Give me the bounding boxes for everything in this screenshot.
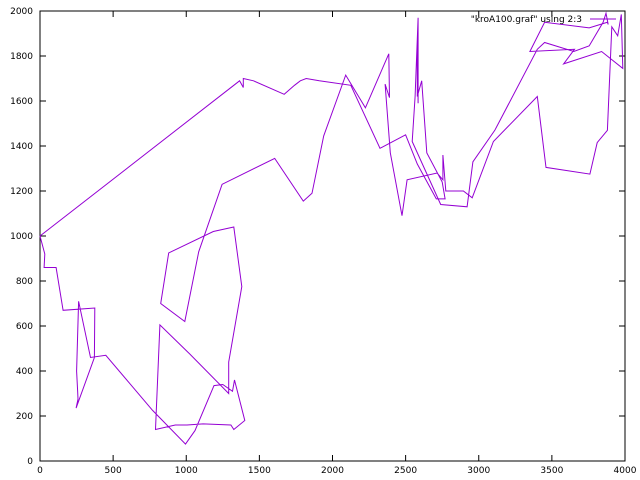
y-tick-label: 200 [16,412,33,422]
x-tick-label: 1500 [248,466,271,476]
legend-label: "kroA100.graf" using 2:3 [471,15,582,25]
axis-tick-labels: 0 500 1000 1500 2000 2500 3000 3500 4000 0 200 400 6… [10,7,637,476]
x-tick-label: 2000 [321,466,344,476]
y-tick-label: 800 [16,277,33,287]
y-tick-label: 0 [27,457,33,467]
y-tick-label: 2000 [10,7,33,17]
x-tick-label: 3000 [467,466,490,476]
series-line-kroA100 [39,11,624,445]
y-tick-label: 600 [16,322,33,332]
x-tick-label: 1000 [175,466,198,476]
y-tick-label: 1800 [10,52,33,62]
y-tick-label: 400 [16,367,33,377]
legend: "kroA100.graf" using 2:3 [471,15,616,25]
x-tick-label: 4000 [614,466,637,476]
x-tick-label: 3500 [540,466,563,476]
x-tick-label: 0 [37,466,43,476]
plot-frame [39,10,626,462]
y-tick-label: 1200 [10,187,33,197]
y-tick-label: 1600 [10,97,33,107]
x-tick-label: 2500 [394,466,417,476]
y-tick-label: 1000 [10,232,33,242]
axis-ticks [39,10,626,462]
y-tick-label: 1400 [10,142,33,152]
x-tick-label: 500 [105,466,122,476]
